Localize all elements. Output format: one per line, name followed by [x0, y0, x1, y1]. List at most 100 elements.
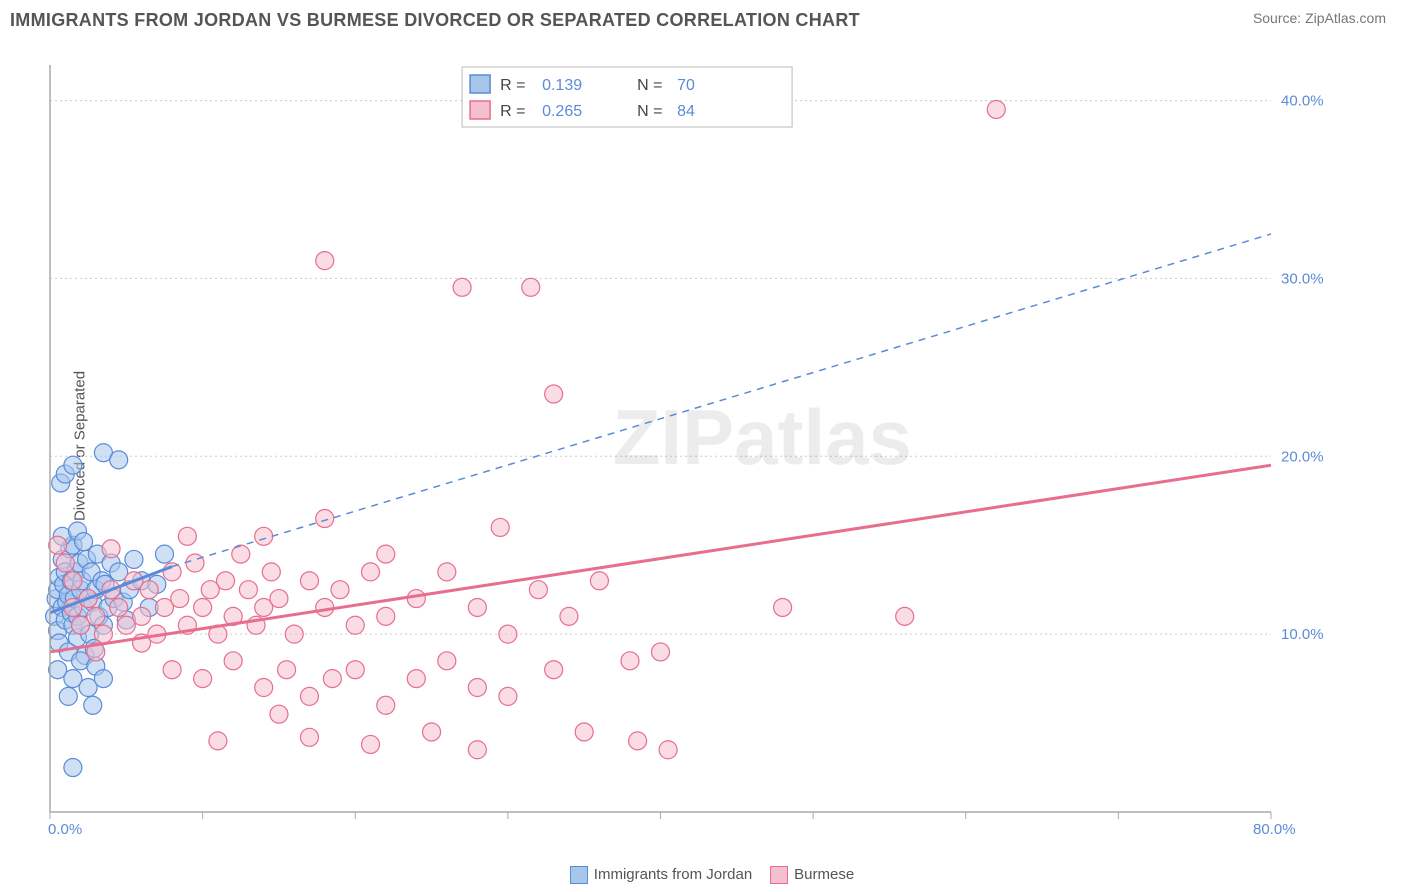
legend-n-value: 70	[677, 77, 695, 94]
data-point	[194, 670, 212, 688]
data-point	[377, 696, 395, 714]
legend-n-value: 84	[677, 103, 695, 120]
data-point	[545, 385, 563, 403]
data-point	[453, 278, 471, 296]
legend-r-value: 0.139	[542, 77, 582, 94]
x-legend: Immigrants from Jordan Burmese	[0, 866, 1406, 884]
chart-title: IMMIGRANTS FROM JORDAN VS BURMESE DIVORC…	[10, 10, 860, 31]
data-point	[59, 687, 77, 705]
legend-swatch	[470, 75, 490, 93]
data-point	[278, 661, 296, 679]
data-point	[529, 581, 547, 599]
data-point	[285, 625, 303, 643]
data-point	[209, 732, 227, 750]
data-point	[56, 554, 74, 572]
data-point	[621, 652, 639, 670]
y-tick-label: 40.0%	[1281, 93, 1324, 110]
data-point	[499, 687, 517, 705]
data-point	[163, 661, 181, 679]
data-point	[64, 572, 82, 590]
data-point	[590, 572, 608, 590]
data-point	[659, 741, 677, 759]
data-point	[110, 598, 128, 616]
data-point	[102, 540, 120, 558]
source-link[interactable]: ZipAtlas.com	[1305, 10, 1386, 26]
chart-area: 10.0% 20.0% 30.0% 40.0% ZIPatlas 0.0% 80.0% R =…	[45, 60, 1326, 837]
data-point	[186, 554, 204, 572]
data-point	[423, 723, 441, 741]
data-point	[362, 735, 380, 753]
data-point	[87, 607, 105, 625]
y-tick-label: 10.0%	[1281, 626, 1324, 643]
legend-r-value: 0.265	[542, 103, 582, 120]
data-point	[377, 545, 395, 563]
data-point	[377, 607, 395, 625]
data-point	[468, 741, 486, 759]
data-point	[629, 732, 647, 750]
legend-swatch	[770, 866, 788, 884]
y-tick-label: 20.0%	[1281, 448, 1324, 465]
data-point	[217, 572, 235, 590]
data-point	[438, 652, 456, 670]
trend-line-extrapolated	[172, 234, 1271, 567]
legend-label: Immigrants from Jordan	[594, 866, 752, 883]
data-point	[94, 625, 112, 643]
legend-swatch	[570, 866, 588, 884]
data-point	[896, 607, 914, 625]
legend-swatch	[470, 101, 490, 119]
data-point	[64, 456, 82, 474]
data-point	[194, 598, 212, 616]
legend-n-label: N =	[637, 103, 662, 120]
y-tick-label: 30.0%	[1281, 270, 1324, 287]
data-point	[499, 625, 517, 643]
data-point	[575, 723, 593, 741]
data-point	[652, 643, 670, 661]
data-point	[270, 590, 288, 608]
data-point	[255, 679, 273, 697]
data-point	[545, 661, 563, 679]
data-point	[125, 550, 143, 568]
data-point	[331, 581, 349, 599]
legend-r-label: R =	[500, 77, 525, 94]
data-point	[224, 652, 242, 670]
data-point	[75, 533, 93, 551]
data-point	[49, 536, 67, 554]
data-point	[171, 590, 189, 608]
data-point	[64, 759, 82, 777]
x-tick-label: 80.0%	[1253, 821, 1296, 837]
data-point	[155, 545, 173, 563]
data-point	[362, 563, 380, 581]
data-point	[300, 687, 318, 705]
chart-header: IMMIGRANTS FROM JORDAN VS BURMESE DIVORC…	[0, 0, 1406, 31]
data-point	[407, 670, 425, 688]
data-point	[522, 278, 540, 296]
data-point	[163, 563, 181, 581]
data-point	[110, 451, 128, 469]
data-point	[346, 616, 364, 634]
data-point	[178, 527, 196, 545]
data-point	[323, 670, 341, 688]
data-point	[84, 696, 102, 714]
scatter-plot-svg: 10.0% 20.0% 30.0% 40.0% ZIPatlas 0.0% 80.0% R =…	[45, 60, 1326, 837]
data-point	[270, 705, 288, 723]
data-point	[987, 100, 1005, 118]
chart-source: Source: ZipAtlas.com	[1253, 10, 1386, 26]
data-point	[255, 527, 273, 545]
legend-label: Burmese	[794, 866, 854, 883]
data-point	[316, 252, 334, 270]
data-point	[239, 581, 257, 599]
data-point	[468, 679, 486, 697]
data-point	[316, 510, 334, 528]
data-point	[94, 670, 112, 688]
x-tick-label: 0.0%	[48, 821, 82, 837]
data-point	[133, 607, 151, 625]
data-point	[300, 572, 318, 590]
data-point	[407, 590, 425, 608]
data-point	[468, 598, 486, 616]
data-point	[300, 728, 318, 746]
watermark: ZIPatlas	[613, 393, 912, 481]
data-point	[491, 518, 509, 536]
data-point	[438, 563, 456, 581]
data-point	[262, 563, 280, 581]
data-point	[560, 607, 578, 625]
